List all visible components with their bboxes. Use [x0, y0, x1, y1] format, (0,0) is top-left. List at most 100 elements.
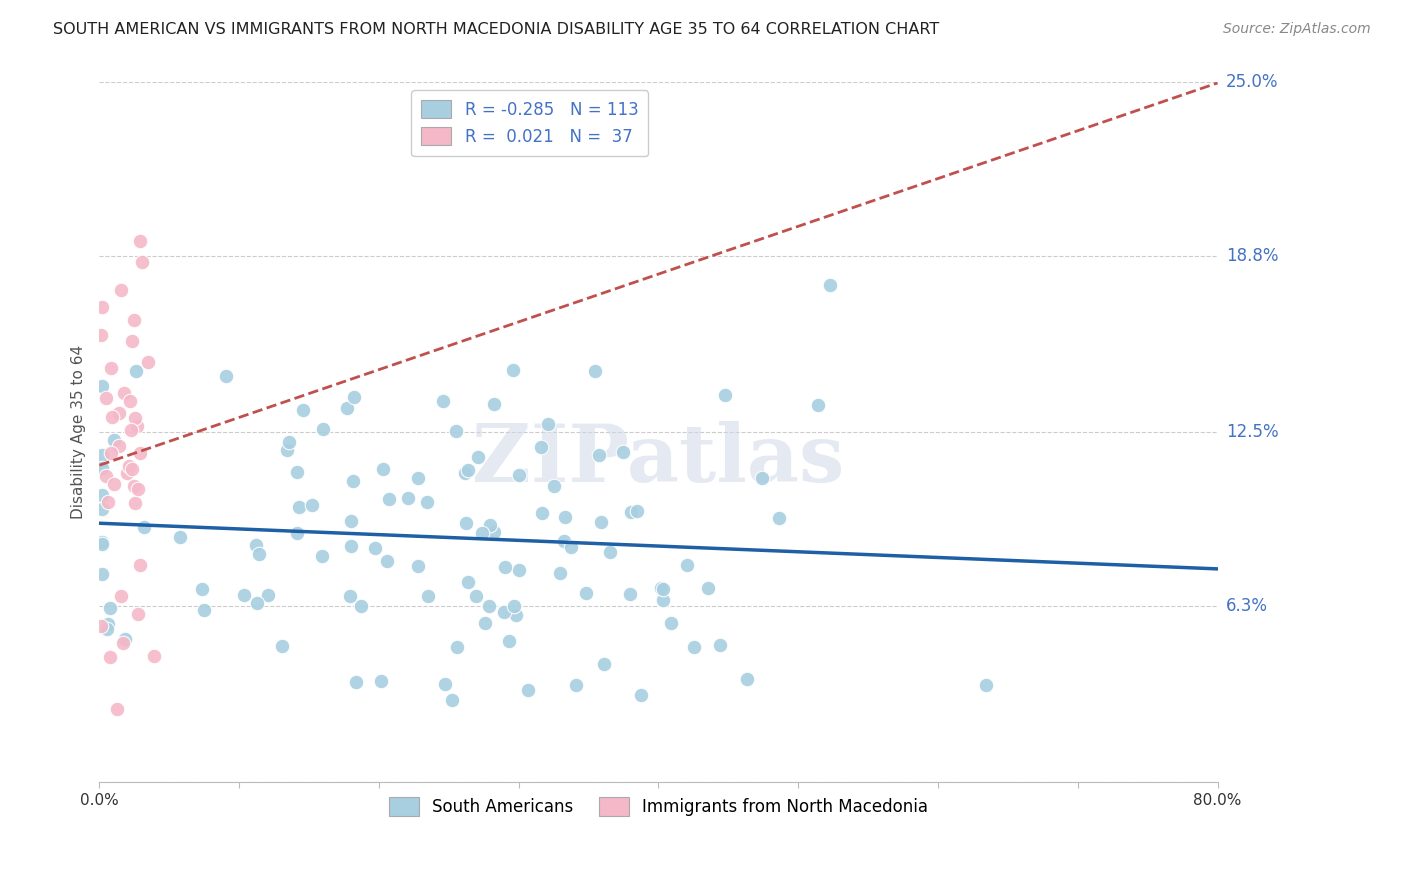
Point	[456, 516, 478, 530]
Point	[530, 440, 553, 454]
Point	[108, 439, 131, 453]
Point	[457, 462, 479, 476]
Point	[342, 474, 364, 488]
Point	[650, 582, 672, 596]
Point	[543, 478, 565, 492]
Text: ZIPatlas: ZIPatlas	[472, 421, 845, 500]
Point	[97, 616, 120, 631]
Point	[136, 355, 159, 369]
Point	[270, 639, 292, 653]
Point	[257, 588, 280, 602]
Point	[120, 393, 142, 408]
Point	[125, 419, 148, 434]
Point	[494, 605, 516, 619]
Point	[554, 510, 576, 524]
Point	[343, 390, 366, 404]
Point	[112, 386, 135, 401]
Point	[131, 255, 153, 269]
Point	[377, 554, 399, 568]
Point	[818, 277, 841, 292]
Point	[659, 616, 682, 631]
Point	[100, 650, 122, 665]
Legend: South Americans, Immigrants from North Macedonia: South Americans, Immigrants from North M…	[381, 789, 936, 824]
Point	[312, 422, 335, 436]
Point	[508, 468, 530, 483]
Point	[125, 364, 148, 378]
Point	[591, 515, 613, 529]
Point	[620, 504, 643, 518]
Point	[121, 334, 143, 348]
Point	[90, 619, 112, 633]
Point	[484, 397, 506, 411]
Point	[127, 607, 149, 621]
Point	[363, 541, 385, 556]
Point	[246, 596, 269, 610]
Point	[285, 526, 308, 541]
Point	[714, 388, 737, 402]
Point	[340, 514, 363, 528]
Point	[100, 446, 122, 460]
Point	[247, 547, 270, 561]
Point	[105, 702, 128, 716]
Point	[350, 599, 373, 613]
Y-axis label: Disability Age 35 to 64: Disability Age 35 to 64	[72, 345, 86, 519]
Point	[129, 558, 152, 573]
Point	[457, 574, 479, 589]
Point	[560, 540, 582, 554]
Point	[120, 423, 142, 437]
Point	[751, 471, 773, 485]
Point	[90, 328, 112, 343]
Point	[406, 471, 429, 485]
Point	[697, 581, 720, 595]
Text: Source: ZipAtlas.com: Source: ZipAtlas.com	[1223, 22, 1371, 37]
Point	[446, 424, 468, 438]
Point	[278, 434, 301, 449]
Point	[377, 492, 399, 507]
Point	[301, 498, 323, 512]
Point	[245, 538, 267, 552]
Point	[505, 608, 527, 623]
Point	[110, 589, 132, 603]
Point	[416, 494, 439, 508]
Point	[287, 465, 309, 479]
Point	[373, 462, 395, 476]
Point	[91, 536, 114, 550]
Point	[103, 433, 125, 447]
Point	[169, 530, 191, 544]
Point	[127, 482, 149, 496]
Point	[446, 640, 468, 654]
Point	[768, 511, 790, 525]
Point	[91, 535, 114, 549]
Point	[464, 590, 486, 604]
Point	[396, 491, 419, 505]
Point	[406, 559, 429, 574]
Point	[599, 545, 621, 559]
Point	[494, 560, 516, 574]
Point	[91, 300, 114, 314]
Point	[553, 533, 575, 548]
Point	[103, 477, 125, 491]
Point	[91, 502, 114, 516]
Point	[508, 563, 530, 577]
Point	[583, 364, 606, 378]
Point	[575, 586, 598, 600]
Point	[107, 406, 129, 420]
Point	[441, 693, 464, 707]
Point	[652, 593, 675, 607]
Point	[434, 677, 457, 691]
Point	[588, 448, 610, 462]
Point	[612, 445, 634, 459]
Point	[593, 657, 616, 671]
Point	[564, 678, 586, 692]
Point	[124, 496, 146, 510]
Point	[215, 369, 238, 384]
Point	[478, 599, 501, 613]
Point	[709, 638, 731, 652]
Point	[676, 558, 699, 572]
Point	[626, 503, 648, 517]
Point	[91, 460, 114, 475]
Point	[478, 518, 501, 533]
Point	[142, 649, 165, 664]
Point	[91, 567, 114, 582]
Point	[471, 526, 494, 541]
